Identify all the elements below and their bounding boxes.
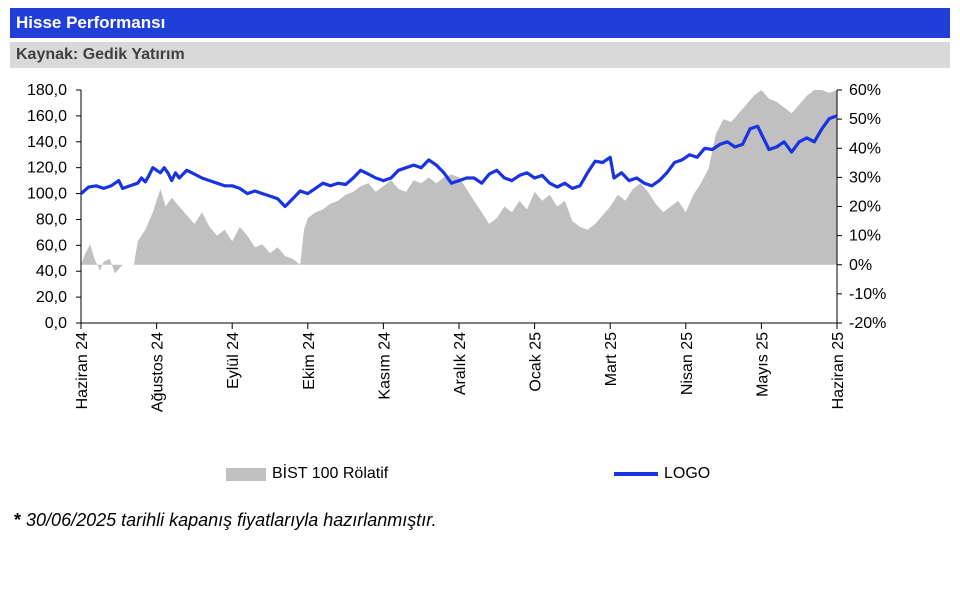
legend-swatch-area: [226, 467, 266, 481]
y-right-tick-label: 60%: [849, 82, 881, 99]
y-left-tick-label: 80,0: [36, 211, 67, 228]
x-tick-label: Ekim 24: [301, 332, 318, 390]
series-line-logo: [79, 114, 838, 209]
y-left-tick-label: 20,0: [36, 289, 67, 306]
y-left-tick-label: 140,0: [27, 134, 67, 151]
chart-title-bar: Hisse Performansı: [10, 8, 950, 38]
x-tick-label: Kasım 24: [376, 332, 393, 400]
y-left-tick-label: 60,0: [36, 237, 67, 254]
legend-swatch-line: [614, 472, 658, 476]
y-left-tick-label: 120,0: [27, 160, 67, 177]
x-tick-label: Mayıs 25: [754, 332, 771, 397]
x-tick-label: Haziran 24: [74, 332, 91, 409]
legend-item-logo: LOGO: [614, 465, 710, 483]
performance-chart: 0,0 20,0 40,0 60,0 80,0 100,0 120,0 140,0 160,0 1…: [27, 82, 886, 412]
y-left-tick-label: 40,0: [36, 263, 67, 280]
y-left-tick-label: 100,0: [27, 186, 67, 203]
y-right-tick-label: 40%: [849, 140, 881, 157]
y-right-tick-label: -20%: [849, 315, 886, 332]
footnote-star: *: [14, 510, 22, 530]
y-right-tick-label: 30%: [849, 169, 881, 186]
legend-item-bist: BİST 100 Rölatif: [226, 465, 388, 483]
source-bar: Kaynak: Gedik Yatırım: [10, 42, 950, 68]
footnote: * 30/06/2025 tarihli kapanış fiyatlarıyl…: [14, 510, 437, 531]
y-left-tick-label: 180,0: [27, 82, 67, 99]
y-left-tick-label: 0,0: [45, 315, 67, 332]
y-right-tick-label: -10%: [849, 286, 886, 303]
y-left-tick-label: 160,0: [27, 108, 67, 125]
footnote-text: 30/06/2025 tarihli kapanış fiyatlarıyla …: [26, 510, 437, 530]
x-tick-label: Eylül 24: [225, 332, 242, 389]
y-right-tick-label: 50%: [849, 111, 881, 128]
x-tick-label: Mart 25: [603, 332, 620, 386]
y-right-tick-label: 10%: [849, 228, 881, 245]
y-right-tick-label: 20%: [849, 199, 881, 216]
x-tick-label: Nisan 25: [679, 332, 696, 395]
x-tick-label: Aralık 24: [452, 332, 469, 395]
x-tick-label: Ağustos 24: [150, 332, 167, 412]
chart-title: Hisse Performansı: [16, 13, 166, 32]
x-tick-label: Ocak 25: [528, 332, 545, 392]
legend-label-bist: BİST 100 Rölatif: [272, 465, 389, 482]
x-tick-label: Haziran 25: [830, 332, 847, 409]
legend-label-logo: LOGO: [664, 465, 711, 482]
y-right-tick-label: 0%: [849, 257, 872, 274]
source-label: Kaynak: Gedik Yatırım: [16, 46, 185, 63]
